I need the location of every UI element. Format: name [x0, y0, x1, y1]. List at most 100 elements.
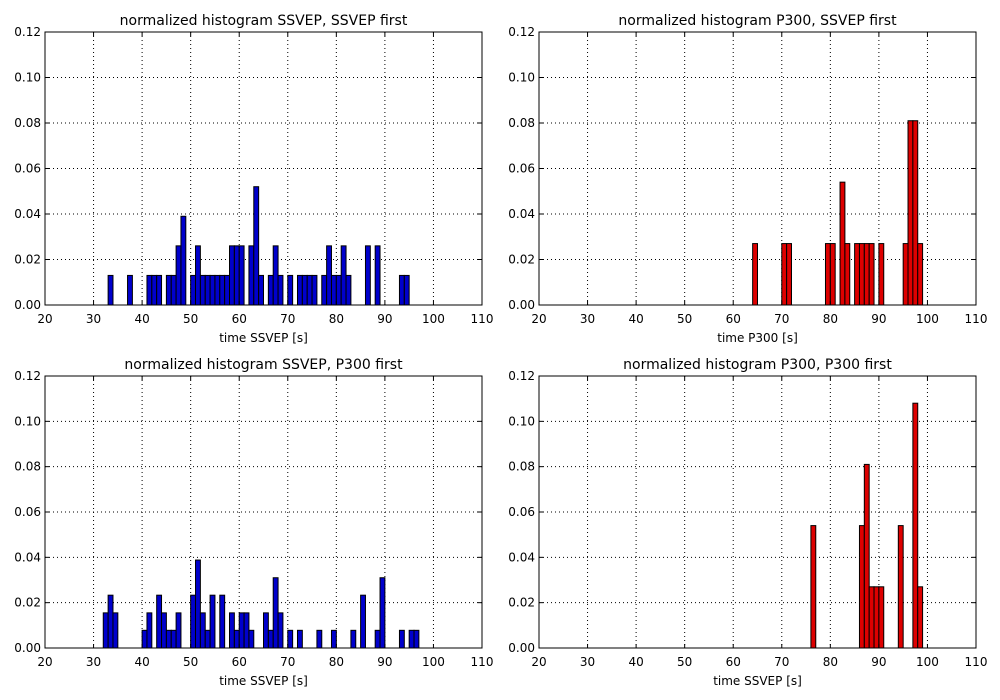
y-tick-label: 0.06 [508, 505, 535, 519]
x-axis-label: time P300 [s] [717, 331, 798, 345]
x-tick-label: 50 [183, 312, 198, 326]
histogram-bar [878, 586, 885, 649]
histogram-bar [306, 274, 313, 306]
histogram-bar [112, 612, 119, 649]
histogram-panel-3: 20 30 40 50 60 70 80 90 100 110 0.00 0.02 0.04 0.06 0.… [14, 357, 493, 688]
histogram-bar [175, 612, 182, 649]
histogram-bar [238, 612, 245, 649]
histogram-bar [170, 629, 177, 649]
y-tick-label: 0.02 [14, 596, 41, 610]
histogram-bar [786, 243, 792, 306]
histogram-panel-2: 20 30 40 50 60 70 80 90 100 110 0.00 0.02 0.04 0.06 0.… [508, 13, 987, 345]
histogram-bar [175, 245, 182, 306]
y-tick-label: 0.10 [14, 414, 41, 428]
histogram-panel-1: 20 30 40 50 60 70 80 90 100 110 0.00 0.02 0.04 0.06 0.… [14, 13, 493, 345]
histogram-bar [863, 463, 870, 649]
histogram-bar [229, 612, 235, 649]
y-tick-label: 0.02 [14, 253, 41, 267]
histogram-bar [907, 120, 914, 306]
x-tick-label: 70 [774, 312, 789, 326]
histogram-bar [321, 274, 328, 306]
histogram-bar [243, 612, 250, 649]
x-tick-label: 80 [823, 655, 838, 669]
histogram-bar [263, 612, 269, 649]
histogram-bar [253, 186, 260, 306]
histogram-bar [267, 274, 274, 306]
histogram-bar [330, 629, 337, 649]
x-tick-label: 90 [377, 312, 392, 326]
x-tick-label: 60 [726, 655, 741, 669]
histogram-bar [844, 243, 851, 306]
y-tick-label: 0.12 [508, 25, 535, 39]
histogram-bar [161, 612, 167, 649]
histogram-bar [180, 215, 187, 306]
histogram-bar [267, 629, 274, 649]
chart-title: normalized histogram P300, SSVEP first [618, 13, 897, 29]
histogram-bar [170, 274, 177, 306]
histogram-bar [398, 629, 405, 649]
y-tick-label: 0.08 [508, 460, 535, 474]
histogram-bar [316, 629, 323, 649]
histogram-bar [374, 629, 381, 649]
histogram-bar [863, 243, 870, 306]
histogram-bar [219, 594, 226, 649]
x-tick-label: 60 [232, 312, 247, 326]
histogram-bar [897, 525, 904, 649]
y-tick-label: 0.06 [14, 505, 41, 519]
histogram-bar [752, 243, 759, 306]
x-tick-label: 90 [871, 655, 886, 669]
x-tick-label: 90 [871, 312, 886, 326]
y-tick-label: 0.12 [14, 25, 41, 39]
histogram-bar [209, 594, 216, 649]
x-axis-label: time SSVEP [s] [713, 674, 802, 688]
histogram-bar [413, 629, 420, 649]
grid [538, 375, 977, 649]
y-tick-label: 0.02 [508, 253, 535, 267]
x-tick-label: 100 [916, 312, 939, 326]
x-tick-label: 60 [232, 655, 247, 669]
histogram-bar [209, 274, 216, 306]
histogram-bar [102, 612, 109, 649]
x-tick-label: 100 [422, 312, 445, 326]
histogram-bar [330, 274, 337, 306]
histogram-bar [146, 612, 153, 649]
histogram-bar [878, 243, 885, 306]
histogram-panel-4: 20 30 40 50 60 70 80 90 100 110 0.00 0.02 0.04 0.06 0.… [508, 357, 987, 688]
histogram-bar [360, 594, 366, 649]
y-tick-label: 0.00 [508, 298, 535, 312]
x-tick-label: 30 [580, 655, 595, 669]
histogram-bar [335, 274, 342, 306]
histogram-bar [272, 245, 279, 306]
histogram-bar [195, 245, 201, 306]
x-tick-label: 80 [329, 655, 344, 669]
x-tick-label: 30 [580, 312, 595, 326]
histogram-bar [233, 245, 240, 306]
histogram-bar [810, 525, 817, 649]
bars [102, 559, 420, 649]
histogram-bar [868, 586, 875, 649]
histogram-bar [311, 274, 318, 306]
y-tick-label: 0.10 [508, 71, 535, 85]
histogram-bar [127, 274, 133, 306]
x-tick-label: 40 [628, 655, 643, 669]
y-tick-label: 0.00 [508, 641, 535, 655]
x-tick-label: 70 [280, 655, 295, 669]
histogram-bar [199, 612, 206, 649]
x-tick-label: 110 [965, 312, 988, 326]
y-tick-label: 0.06 [508, 162, 535, 176]
histogram-bar [408, 629, 415, 649]
histogram-bar [229, 245, 235, 306]
x-tick-label: 70 [280, 312, 295, 326]
histogram-bar [858, 525, 865, 649]
x-tick-label: 30 [86, 655, 101, 669]
chart-title: normalized histogram P300, P300 first [623, 357, 892, 373]
histogram-bar [374, 245, 381, 306]
y-tick-label: 0.10 [508, 414, 535, 428]
x-tick-label: 90 [377, 655, 392, 669]
x-tick-label: 110 [471, 312, 494, 326]
histogram-bar [858, 243, 865, 306]
x-axis-label: time SSVEP [s] [219, 331, 308, 345]
x-tick-label: 40 [134, 655, 149, 669]
plot-frame [538, 375, 977, 649]
